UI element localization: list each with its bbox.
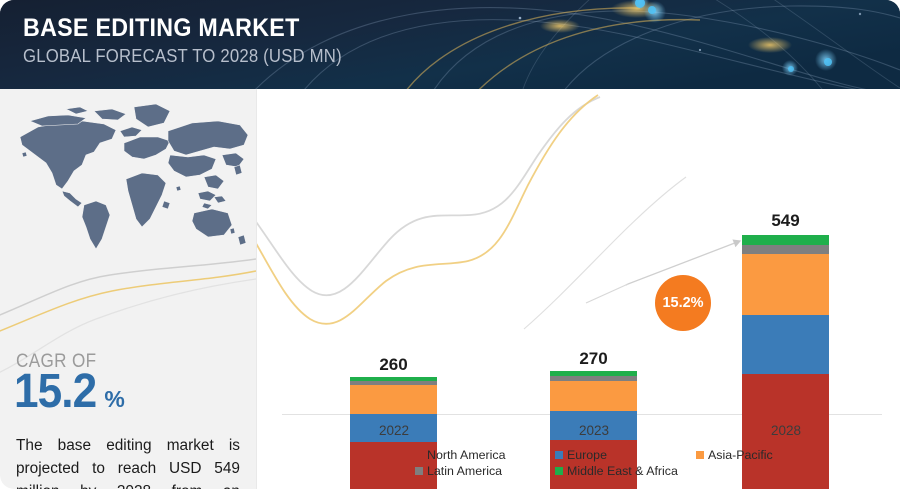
legend-label-europe: Europe — [567, 448, 607, 462]
cagr-percent-sign: % — [104, 386, 125, 412]
legend-row-1: North America Europe Asia-Pacific — [415, 448, 815, 464]
segment-middle-east-africa-2028 — [742, 235, 829, 245]
segment-north-america-2028 — [742, 374, 829, 489]
legend-label-north-america: North America — [427, 448, 506, 462]
segment-north-america-2022 — [350, 442, 437, 489]
cagr-bubble: 15.2% — [655, 275, 711, 331]
header-banner: BASE EDITING MARKET GLOBAL FORECAST TO 2… — [0, 0, 900, 89]
cagr-arrow — [585, 239, 742, 304]
segment-asia-pacific-2023 — [550, 381, 637, 411]
panel-divider — [256, 89, 257, 489]
cagr-value: 15.2 — [14, 365, 97, 418]
legend-label-asia-pacific: Asia-Pacific — [708, 448, 773, 462]
cagr-value-row: 15.2 % — [14, 367, 125, 417]
chart-background-curves — [256, 94, 687, 330]
legend-swatch-middle-east-africa — [555, 467, 563, 475]
chart-container: 260 2022 270 2023 549 — [256, 89, 900, 489]
page-title: BASE EDITING MARKET — [23, 14, 300, 42]
legend-item-asia-pacific[interactable]: Asia-Pacific — [696, 448, 773, 462]
world-map-icon — [19, 103, 249, 250]
segment-latin-america-2022 — [350, 381, 437, 385]
legend-label-latin-america: Latin America — [427, 464, 503, 478]
bar-2022[interactable] — [350, 377, 437, 489]
segment-europe-2028 — [742, 315, 829, 374]
legend-swatch-north-america — [415, 451, 423, 459]
legend-swatch-latin-america — [415, 467, 423, 475]
panel-decorative-curves — [0, 258, 256, 373]
legend-row-2: Latin America Middle East & Africa — [415, 464, 815, 480]
segment-latin-america-2028 — [742, 245, 829, 254]
segment-asia-pacific-2028 — [742, 254, 829, 315]
segment-europe-2023 — [550, 411, 637, 440]
summary-description: The base editing market is projected to … — [16, 437, 240, 489]
summary-panel: CAGR OF 15.2 % The base editing market i… — [0, 89, 256, 489]
bar-total-2022: 260 — [379, 355, 408, 374]
segment-asia-pacific-2022 — [350, 385, 437, 414]
legend-item-latin-america[interactable]: Latin America — [415, 464, 555, 478]
cagr-label: CAGR OF — [16, 351, 97, 372]
segment-middle-east-africa-2022 — [350, 377, 437, 381]
chart-legend: North America Europe Asia-Pacific Latin … — [415, 448, 815, 480]
x-label-2023: 2023 — [578, 423, 610, 438]
legend-swatch-europe — [555, 451, 563, 459]
bar-2023[interactable] — [550, 371, 637, 489]
x-label-2022: 2022 — [378, 423, 410, 438]
legend-item-europe[interactable]: Europe — [555, 448, 696, 462]
segment-middle-east-africa-2023 — [550, 371, 637, 376]
segment-north-america-2023 — [550, 440, 637, 489]
header-text-block: BASE EDITING MARKET GLOBAL FORECAST TO 2… — [23, 14, 366, 67]
segment-latin-america-2023 — [550, 376, 637, 381]
legend-swatch-asia-pacific — [696, 451, 704, 459]
legend-item-north-america[interactable]: North America — [415, 448, 555, 462]
plot-region: 260 2022 270 2023 549 — [256, 89, 900, 489]
legend-label-middle-east-africa: Middle East & Africa — [567, 464, 678, 478]
bar-total-2023: 270 — [579, 349, 608, 368]
page-subtitle: GLOBAL FORECAST TO 2028 (USD MN) — [23, 46, 342, 66]
bar-total-2028: 549 — [771, 211, 800, 230]
segment-europe-2022 — [350, 414, 437, 442]
bar-2028[interactable] — [742, 235, 829, 489]
header-background-graphic — [0, 0, 900, 89]
legend-item-middle-east-africa[interactable]: Middle East & Africa — [555, 464, 678, 478]
x-label-2028: 2028 — [770, 423, 802, 438]
